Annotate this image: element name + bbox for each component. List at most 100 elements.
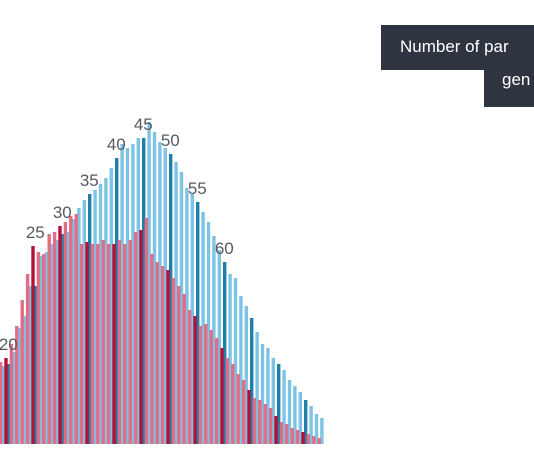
bar-blue-43	[131, 144, 135, 444]
bar-red-68	[263, 404, 267, 444]
age-label-30: 30	[53, 203, 72, 222]
bar-blue-20	[7, 364, 11, 444]
bar-red-23	[20, 300, 24, 444]
bar-blue-51	[174, 162, 178, 444]
bar-blue-36	[93, 190, 97, 444]
bar-red-55	[193, 316, 197, 444]
bar-blue-67	[260, 344, 265, 444]
bar-red-36	[90, 244, 95, 444]
bar-blue-54	[190, 194, 194, 444]
bar-blue-52	[179, 172, 184, 444]
bar-blue-46	[147, 122, 151, 444]
bar-blue-39	[109, 168, 113, 444]
bar-red-21	[9, 344, 14, 444]
bar-red-25	[31, 246, 35, 444]
red-series-bars	[0, 214, 321, 444]
bar-blue-49	[163, 148, 167, 444]
bar-red-41	[117, 240, 122, 444]
bar-red-67	[258, 400, 262, 444]
bar-blue-44	[136, 138, 140, 444]
bar-red-43	[128, 240, 132, 444]
bar-red-49	[160, 266, 165, 444]
bar-red-46	[144, 218, 149, 444]
bar-blue-24	[28, 286, 32, 444]
bar-red-24	[25, 274, 30, 444]
bar-red-72	[285, 424, 289, 444]
bar-blue-77	[314, 414, 319, 444]
tooltip-line1: Number of par	[400, 37, 509, 56]
bar-red-48	[155, 262, 159, 444]
bar-red-76	[306, 434, 311, 444]
bar-red-56	[198, 326, 203, 444]
bar-blue-76	[309, 406, 313, 444]
bar-blue-31	[66, 232, 70, 444]
bar-red-60	[220, 348, 224, 444]
bar-red-50	[166, 270, 170, 444]
bar-red-27	[42, 254, 46, 444]
bar-blue-27	[44, 252, 49, 444]
bar-blue-41	[120, 144, 124, 444]
bar-blue-26	[39, 256, 43, 444]
bar-blue-71	[282, 370, 286, 444]
tooltip: Number of par	[381, 25, 534, 70]
bar-blue-58	[212, 236, 216, 444]
age-label-60: 60	[215, 239, 234, 258]
bar-blue-63	[239, 296, 243, 444]
bar-red-59	[214, 338, 219, 444]
bar-blue-42	[125, 148, 130, 444]
bar-red-71	[279, 422, 284, 444]
bar-blue-40	[115, 158, 119, 444]
bar-blue-37	[98, 184, 103, 444]
bar-blue-75	[304, 400, 308, 444]
bar-red-42	[123, 244, 127, 444]
bar-blue-78	[320, 418, 324, 444]
age-label-35: 35	[80, 171, 99, 190]
bar-red-64	[241, 380, 246, 444]
age-label-45: 45	[134, 115, 153, 134]
bar-blue-48	[158, 142, 162, 444]
bar-red-37	[96, 244, 100, 444]
bar-red-32	[69, 216, 73, 444]
age-label-55: 55	[188, 179, 207, 198]
bar-red-40	[112, 244, 116, 444]
bar-blue-69	[271, 358, 275, 444]
bar-red-75	[301, 432, 305, 444]
bar-blue-30	[61, 234, 65, 444]
bar-blue-50	[169, 154, 173, 444]
bar-blue-34	[82, 200, 86, 444]
bar-blue-68	[266, 348, 270, 444]
bar-blue-59	[217, 250, 221, 444]
bar-blue-53	[185, 188, 189, 444]
blue-series-bars	[1, 122, 324, 444]
bar-blue-57	[206, 222, 211, 444]
bar-blue-64	[244, 306, 248, 444]
age-label-25: 25	[26, 223, 45, 242]
bar-blue-25	[34, 286, 38, 444]
bar-blue-70	[277, 364, 281, 444]
bar-red-19	[0, 362, 3, 444]
bar-red-33	[74, 214, 78, 444]
bar-red-39	[106, 244, 111, 444]
bar-red-47	[150, 254, 154, 444]
bar-red-22	[15, 326, 19, 444]
bar-blue-32	[71, 219, 76, 444]
bar-blue-38	[104, 178, 108, 444]
age-label-50: 50	[161, 131, 180, 150]
bar-blue-55	[196, 202, 200, 444]
age-label-40: 40	[107, 135, 126, 154]
tooltip-line2: gen	[502, 70, 531, 89]
bar-blue-66	[255, 332, 259, 444]
bar-red-69	[268, 408, 273, 444]
bar-blue-62	[233, 278, 238, 444]
bar-red-29	[52, 232, 57, 444]
bar-red-30	[58, 226, 62, 444]
bar-blue-56	[201, 212, 205, 444]
age-labels: 20 25 30 35 40 45 50 55 60	[0, 115, 234, 354]
bar-blue-19	[1, 366, 6, 444]
bar-blue-21	[12, 352, 16, 444]
bar-red-52	[177, 286, 181, 444]
bar-red-35	[85, 242, 89, 444]
bar-red-53	[182, 294, 186, 444]
bar-red-45	[139, 230, 143, 444]
